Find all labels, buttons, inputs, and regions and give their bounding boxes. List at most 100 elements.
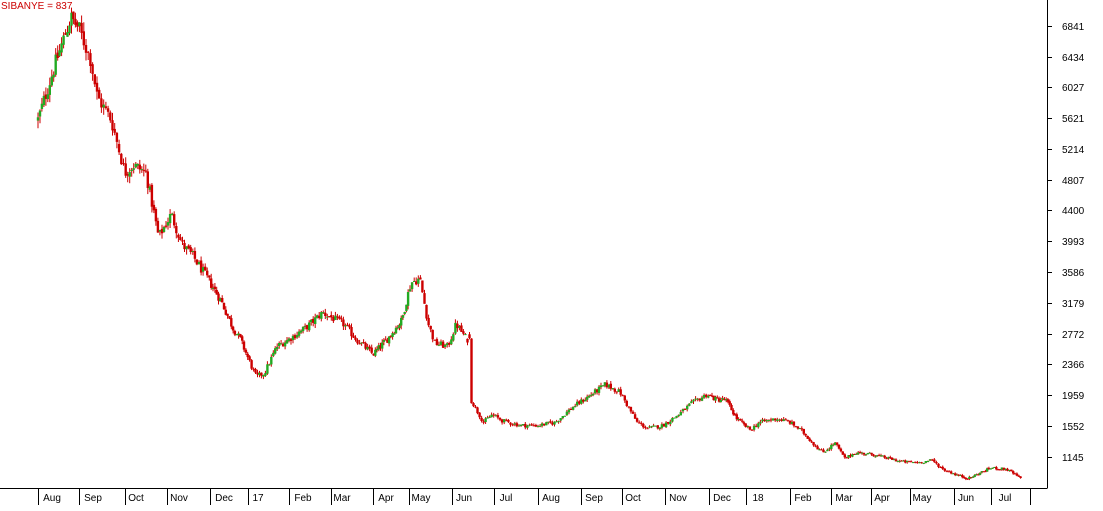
candle-up: [310, 319, 313, 323]
candle-up: [454, 322, 457, 334]
candle-up: [671, 418, 674, 422]
candle-up: [565, 411, 569, 416]
candle-up: [721, 398, 724, 400]
candle-down: [480, 417, 483, 421]
candle-up: [968, 476, 971, 479]
y-tick-label: 6841: [1062, 22, 1085, 33]
candle-up: [503, 419, 506, 423]
candle-up: [874, 456, 877, 458]
candle-down: [126, 174, 129, 176]
candle-down: [72, 11, 75, 20]
candle-down: [213, 286, 217, 290]
y-tick-label: 1959: [1062, 391, 1085, 402]
x-tick-label: Jul: [999, 493, 1012, 504]
candle-down: [1019, 476, 1022, 478]
candle-down: [104, 106, 108, 109]
candle-down: [551, 422, 554, 425]
y-tick-label: 5214: [1062, 145, 1085, 156]
candle-up: [989, 468, 992, 470]
candle-up: [586, 396, 589, 400]
candle-down: [370, 347, 373, 353]
candle-down: [433, 339, 436, 341]
candle-up: [761, 419, 764, 422]
candle-up: [896, 460, 899, 462]
candle-down: [474, 406, 477, 408]
x-tick-label: Sep: [585, 493, 603, 504]
candle-up: [66, 32, 69, 37]
candle-up: [40, 103, 44, 109]
candle-up: [171, 213, 174, 215]
candle-down: [549, 421, 552, 423]
candle-up: [978, 472, 982, 475]
candle-up: [658, 427, 661, 429]
candle-up: [158, 230, 162, 232]
candle-down: [84, 45, 88, 53]
candle-down: [920, 462, 923, 464]
candle-up: [439, 341, 443, 345]
candle-down: [717, 398, 721, 402]
candle-down: [820, 449, 823, 451]
candle-down: [389, 335, 393, 337]
candle-down: [742, 422, 746, 424]
candle-down: [712, 395, 715, 401]
candle-up: [593, 389, 597, 394]
candle-down: [877, 455, 881, 457]
candle-down: [312, 318, 315, 323]
candle-down: [425, 304, 428, 319]
axes-layer: 6841 6434 6027 5621 5214 4807 4400 3993 3586 3179…: [0, 0, 1085, 505]
candle-down: [173, 214, 176, 226]
candle-down: [215, 290, 218, 295]
candle-down: [605, 382, 609, 388]
candle-down: [638, 422, 641, 424]
candle-down: [733, 414, 737, 416]
candle-down: [208, 275, 211, 278]
candle-down: [633, 414, 637, 419]
candle-up: [308, 322, 311, 331]
candle-up: [611, 388, 614, 390]
candle-down: [744, 423, 747, 427]
candle-down: [885, 458, 888, 460]
x-tick-label: Feb: [794, 493, 812, 504]
candle-down: [189, 247, 192, 252]
candle-down: [796, 426, 800, 429]
candle-down: [569, 409, 573, 410]
candle-down: [156, 220, 160, 233]
candle-up: [926, 461, 930, 462]
candle-down: [423, 293, 426, 304]
candle-up: [417, 278, 420, 284]
candle-up: [452, 334, 455, 341]
candle-down: [1013, 473, 1017, 475]
candle-up: [580, 399, 583, 404]
candle-down: [368, 346, 371, 349]
x-tick-label: Apr: [378, 493, 394, 504]
candle-down: [478, 412, 481, 418]
candle-down: [328, 316, 331, 318]
candle-down: [250, 360, 253, 369]
candle-down: [476, 407, 479, 414]
candle-down: [794, 426, 798, 428]
candle-up: [320, 312, 323, 319]
candle-up: [162, 227, 166, 232]
candle-down: [730, 405, 733, 411]
candle-down: [939, 467, 942, 468]
candle-up: [68, 25, 71, 34]
candle-up: [266, 364, 269, 374]
candle-down: [835, 442, 839, 445]
candle-up: [714, 396, 717, 401]
candle-down: [748, 426, 752, 430]
candle-down: [705, 394, 708, 397]
candle-down: [492, 414, 495, 416]
candle-down: [615, 391, 618, 393]
x-tick-label: Jun: [958, 493, 974, 504]
candle-down: [340, 318, 343, 320]
candle-down: [970, 477, 973, 479]
x-tick-label: Dec: [713, 493, 731, 504]
candle-down: [769, 419, 773, 421]
candle-up: [767, 420, 771, 421]
candle-up: [526, 425, 529, 428]
candle-up: [140, 169, 143, 171]
candle-down: [858, 452, 862, 454]
candle-up: [759, 421, 762, 424]
candle-up: [906, 460, 909, 463]
candle-up: [272, 352, 275, 357]
